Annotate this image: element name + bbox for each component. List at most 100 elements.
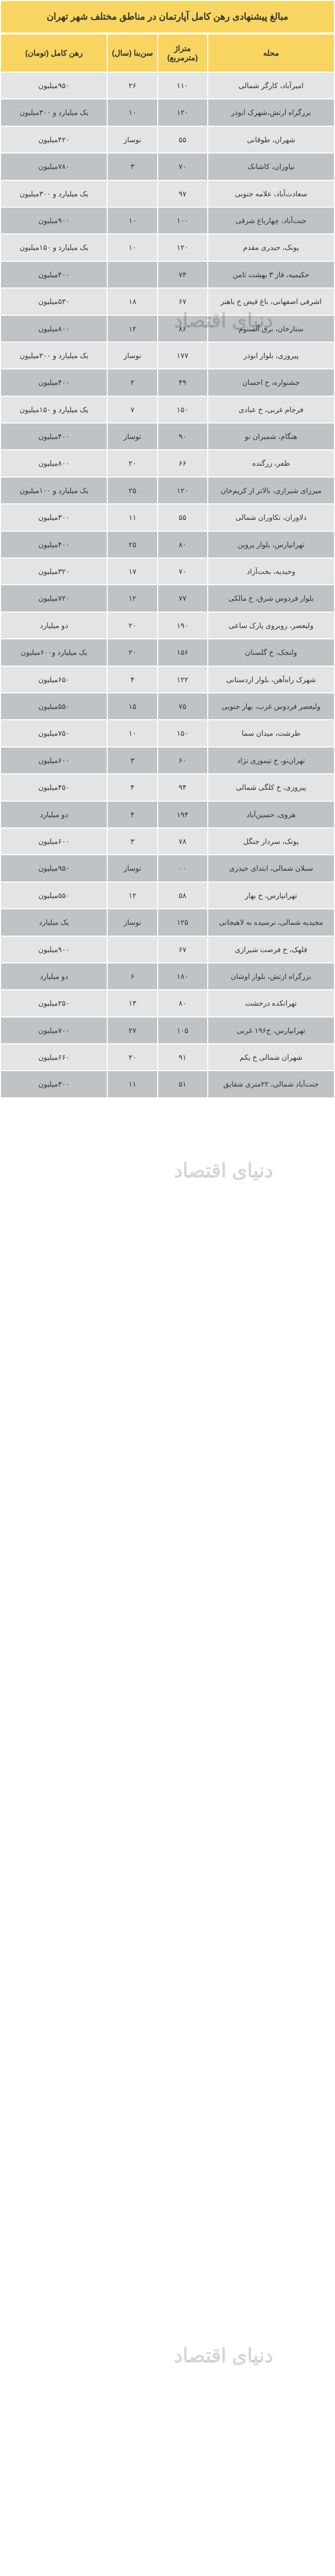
cell-size: ۱۸۰ [158, 963, 208, 990]
cell-area: ولنجک، خ گلستان [208, 639, 334, 666]
cell-size: ۰۰ [158, 855, 208, 882]
table-row: امیرآباد، کارگر شمالی۱۱۰۲۶۹۵۰میلیون [1, 72, 334, 99]
rent-table-container: دنیای اقتصاد دنیای اقتصاد دنیای اقتصاد م… [0, 0, 335, 1098]
cell-size: ۸۶ [158, 315, 208, 342]
cell-size: ۶۶ [158, 450, 208, 477]
cell-area: شهرک راه‌آهن، بلوار اردستانی [208, 666, 334, 693]
cell-age: ۴ [107, 666, 157, 693]
cell-area: تهرانکده درخشت [208, 990, 334, 1016]
cell-area: بزرگراه ارتش،شهرک ابوذر [208, 99, 334, 126]
cell-price: ۹۰۰میلیون [1, 207, 107, 234]
cell-price: ۹۰۰میلیون [1, 936, 107, 963]
cell-area: قلهک، خ فرصت شیرازی [208, 936, 334, 963]
table-row: نیاوران، کاشانک۷۰۳۷۸۰میلیون [1, 153, 334, 180]
cell-size: ۹۷ [158, 180, 208, 207]
cell-price: یک میلیارد و ۱۵۰میلیون [1, 396, 107, 423]
cell-size: ۱۰۰ [158, 207, 208, 234]
cell-size: ۷۷ [158, 585, 208, 612]
cell-area: وحیدیه، بخت‌آزاد [208, 558, 334, 585]
cell-age: ۱۰ [107, 234, 157, 261]
cell-area: هنگام، شمیران نو [208, 423, 334, 450]
cell-size: ۴۹ [158, 369, 208, 396]
table-row: تهرانپارس، خ بهار۵۸۱۲۵۵۰میلیون [1, 882, 334, 909]
cell-size: ۱۲۲ [158, 666, 208, 693]
table-row: ولیعصر فردوس غرب، بهار جنوبی۷۵۱۵۵۵۰میلیو… [1, 693, 334, 720]
table-row: حکیمیه، فاز ۳ بهشت ثامن۷۴۴۰۰میلیون [1, 261, 334, 288]
cell-price: ۷۲۰میلیون [1, 585, 107, 612]
cell-price: ۸۰۰میلیون [1, 450, 107, 477]
cell-age: ۱۰ [107, 207, 157, 234]
cell-age: ۱۲ [107, 882, 157, 909]
cell-area: پیروزی، خ کلگی شمالی [208, 774, 334, 801]
cell-age: ۲ [107, 369, 157, 396]
cell-size: ۶۷ [158, 936, 208, 963]
cell-price: ۹۵۰میلیون [1, 855, 107, 882]
col-header-age: سن‌بنا (سال) [107, 34, 157, 72]
cell-age: ۱۲ [107, 315, 157, 342]
cell-size: ۵۵ [158, 504, 208, 531]
cell-area: سبلان شمالی، ابتدای حیدری [208, 855, 334, 882]
cell-price: ۹۵۰میلیون [1, 72, 107, 99]
cell-price: ۲۵۰میلیون [1, 990, 107, 1016]
cell-price: ۷۸۰میلیون [1, 153, 107, 180]
table-title: مبالغ پیشنهادی رهن کامل آپارتمان در مناط… [0, 0, 335, 33]
cell-size: ۱۰۵ [158, 1017, 208, 1044]
table-row: مجیدیه شمالی، نرسیده به لاهیجانی۱۲۵نوساز… [1, 909, 334, 936]
cell-size: ۱۲۵ [158, 909, 208, 936]
cell-age: ۱۸ [107, 288, 157, 315]
cell-area: طرشت، میدان سما [208, 720, 334, 747]
table-row: طرشت، میدان سما۱۵۰۱۰۷۵۰میلیون [1, 720, 334, 747]
cell-age: نوساز [107, 126, 157, 153]
cell-age: ۱۳ [107, 990, 157, 1016]
cell-price: ۶۰۰میلیون [1, 747, 107, 774]
col-header-size: متراژ (مترمربع) [158, 34, 208, 72]
cell-area: بزرگراه ارتش، بلوار اوشان [208, 963, 334, 990]
cell-age: ۳ [107, 153, 157, 180]
cell-area: تهرانپارس، خ۱۹۶ غربی [208, 1017, 334, 1044]
cell-age: نوساز [107, 342, 157, 369]
table-row: تهران‌نو، خ تیموری نژاد۶۰۳۶۰۰میلیون [1, 747, 334, 774]
table-row: سبلان شمالی، ابتدای حیدری۰۰نوساز۹۵۰میلیو… [1, 855, 334, 882]
cell-price: یک میلیارد و ۱۵۰میلیون [1, 234, 107, 261]
table-row: جنت‌آباد شمالی، ۲۲متری شقایق۵۱۱۱۳۰۰میلیو… [1, 1071, 334, 1097]
cell-age: ۳ [107, 747, 157, 774]
table-row: وحیدیه، بخت‌آزاد۷۰۱۷۳۲۰میلیون [1, 558, 334, 585]
cell-price: ۴۰۰میلیون [1, 369, 107, 396]
table-row: سعادت‌آباد، علامه جنوبی۹۷یک میلیارد و ۳۰… [1, 180, 334, 207]
cell-price: ۶۶۰میلیون [1, 1044, 107, 1071]
cell-size: ۹۱ [158, 1044, 208, 1071]
cell-age: ۲۰ [107, 612, 157, 639]
cell-age: ۱۰ [107, 720, 157, 747]
cell-price: ۵۳۰میلیون [1, 288, 107, 315]
cell-area: نیاوران، کاشانک [208, 153, 334, 180]
cell-age: ۱۷ [107, 558, 157, 585]
cell-price: یک میلیارد و ۳۰۰میلیون [1, 99, 107, 126]
cell-area: پیروزی، بلوار ابوذر [208, 342, 334, 369]
cell-area: پونک، سردار جنگل [208, 828, 334, 855]
cell-age: نوساز [107, 909, 157, 936]
cell-area: جشنواره، خ احسان [208, 369, 334, 396]
cell-age: ۱۱ [107, 1071, 157, 1097]
cell-price: ۴۰۰میلیون [1, 531, 107, 558]
table-row: جنت‌آباد، چهارباغ شرقی۱۰۰۱۰۹۰۰میلیون [1, 207, 334, 234]
cell-age: ۲۵ [107, 531, 157, 558]
cell-area: جنت‌آباد، چهارباغ شرقی [208, 207, 334, 234]
cell-price: ۴۰۰میلیون [1, 261, 107, 288]
cell-size: ۱۵۶ [158, 639, 208, 666]
cell-age: ۲۰ [107, 450, 157, 477]
cell-area: حکیمیه، فاز ۳ بهشت ثامن [208, 261, 334, 288]
cell-price: دو میلیارد [1, 963, 107, 990]
table-row: ولنجک، خ گلستان۱۵۶۲۰یک میلیارد و۶۰۰میلیو… [1, 639, 334, 666]
cell-age: ۲۰ [107, 1044, 157, 1071]
table-row: میرزای شیرازی، بالاتر از کریم‌خان۱۲۰۲۵یک… [1, 477, 334, 504]
cell-size: ۱۲۰ [158, 99, 208, 126]
table-row: تهرانکده درخشت۸۰۱۳۲۵۰میلیون [1, 990, 334, 1016]
cell-price: یک میلیارد و۶۰۰میلیون [1, 639, 107, 666]
table-row: بزرگراه ارتش، بلوار اوشان۱۸۰۶دو میلیارد [1, 963, 334, 990]
cell-age: ۱۲ [107, 585, 157, 612]
table-row: قلهک، خ فرصت شیرازی۶۷ ۹۰۰میلیون [1, 936, 334, 963]
cell-area: مجیدیه شمالی، نرسیده به لاهیجانی [208, 909, 334, 936]
cell-area: شهران شمالی خ یکم [208, 1044, 334, 1071]
cell-price: یک میلیارد [1, 909, 107, 936]
table-row: تهرانپارس، بلوار پروین۸۰۲۵۴۰۰میلیون [1, 531, 334, 558]
